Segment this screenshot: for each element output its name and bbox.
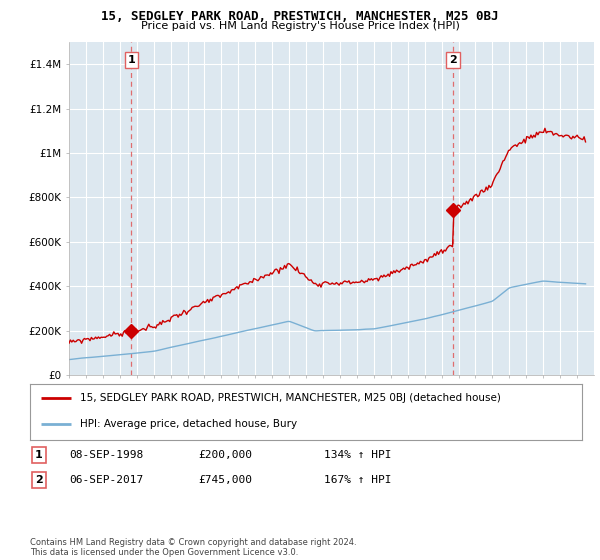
Text: 2: 2: [35, 475, 43, 485]
Text: 134% ↑ HPI: 134% ↑ HPI: [324, 450, 392, 460]
Text: Price paid vs. HM Land Registry's House Price Index (HPI): Price paid vs. HM Land Registry's House …: [140, 21, 460, 31]
Text: 15, SEDGLEY PARK ROAD, PRESTWICH, MANCHESTER, M25 0BJ (detached house): 15, SEDGLEY PARK ROAD, PRESTWICH, MANCHE…: [80, 393, 500, 403]
Text: 2: 2: [449, 55, 457, 65]
Text: 15, SEDGLEY PARK ROAD, PRESTWICH, MANCHESTER, M25 0BJ: 15, SEDGLEY PARK ROAD, PRESTWICH, MANCHE…: [101, 10, 499, 23]
Text: 06-SEP-2017: 06-SEP-2017: [69, 475, 143, 485]
Text: HPI: Average price, detached house, Bury: HPI: Average price, detached house, Bury: [80, 419, 297, 430]
Text: 1: 1: [128, 55, 136, 65]
Text: £200,000: £200,000: [198, 450, 252, 460]
Text: 08-SEP-1998: 08-SEP-1998: [69, 450, 143, 460]
Text: £745,000: £745,000: [198, 475, 252, 485]
Text: 1: 1: [35, 450, 43, 460]
Text: Contains HM Land Registry data © Crown copyright and database right 2024.
This d: Contains HM Land Registry data © Crown c…: [30, 538, 356, 557]
Text: 167% ↑ HPI: 167% ↑ HPI: [324, 475, 392, 485]
